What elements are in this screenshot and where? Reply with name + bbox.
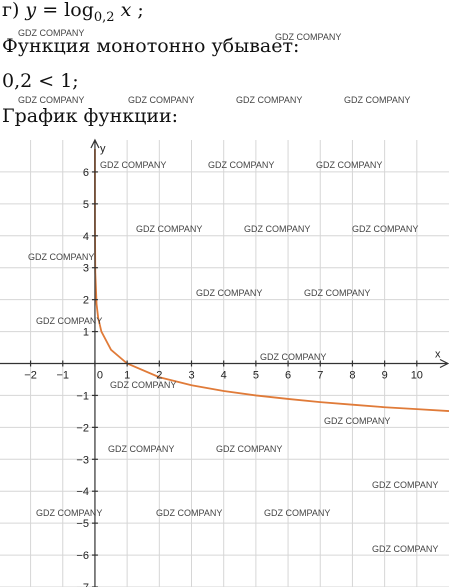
watermark: GDZ COMPANY [36,316,102,326]
y-axis-label: y [100,143,106,155]
watermark: GDZ COMPANY [216,444,282,454]
watermark: GDZ COMPANY [108,444,174,454]
x-tick-label: 0 [97,370,103,382]
x-axis-label: x [435,349,441,361]
y-tick-label: −6 [76,550,89,562]
x-tick-label: 3 [188,370,194,382]
semicolon: ; [137,0,143,21]
statement: Функция монотонно убывает: [2,35,299,57]
y-tick-label: −5 [76,518,89,530]
watermark: GDZ COMPANY [110,380,176,390]
watermark: GDZ COMPANY [344,95,410,105]
graph-caption: График функции: [2,105,178,127]
watermark: GDZ COMPANY [136,224,202,234]
watermark: GDZ COMPANY [264,508,330,518]
x-tick-label: 2 [156,370,162,382]
variable: y [24,0,36,21]
log-base: 0,2 [94,10,115,25]
x-tick-label: 5 [253,370,259,382]
watermark: GDZ COMPANY [28,252,94,262]
watermark: GDZ COMPANY [156,508,222,518]
x-tick-label: −1 [56,370,69,382]
watermark: GDZ COMPANY [18,28,84,38]
watermark: GDZ COMPANY [304,288,370,298]
y-tick-label: 6 [83,167,89,179]
y-tick-label: 5 [83,199,89,211]
condition: 0,2 < 1; [2,70,79,92]
y-axis [90,138,100,587]
y-tick-label: 4 [83,231,89,243]
watermark: GDZ COMPANY [208,160,274,170]
watermark: GDZ COMPANY [260,352,326,362]
x-tick-label: 7 [317,370,323,382]
y-tick-label: 1 [83,327,89,339]
x-axis [0,358,449,369]
x-tick-label: 10 [411,370,423,382]
watermark: GDZ COMPANY [352,224,418,234]
formula: г) y = log0,2 x ; [2,0,144,25]
watermark: GDZ COMPANY [275,32,341,42]
watermark: GDZ COMPANY [100,160,166,170]
item-label: г) [2,0,19,21]
watermark: GDZ COMPANY [128,95,194,105]
equals: = [42,0,58,21]
watermark: GDZ COMPANY [316,160,382,170]
x-tick-label: 4 [221,370,227,382]
x-tick-label: 8 [349,370,355,382]
y-tick-label: 3 [83,263,89,275]
y-tick-label: −1 [76,390,89,402]
watermark: GDZ COMPANY [244,224,310,234]
watermark: GDZ COMPANY [36,508,102,518]
curve [94,148,449,412]
log: log [64,0,94,21]
x-tick-label: 1 [124,370,130,382]
watermark: GDZ COMPANY [18,95,84,105]
watermark: GDZ COMPANY [236,95,302,105]
argument: x [121,0,132,21]
watermark: GDZ COMPANY [372,544,438,554]
y-tick-label: −4 [76,486,89,498]
x-tick-label: 9 [382,370,388,382]
y-tick-label: −7 [76,582,89,587]
x-tick-label: −2 [24,370,37,382]
y-tick-label: −3 [76,454,89,466]
watermark: GDZ COMPANY [324,416,390,426]
watermark: GDZ COMPANY [196,288,262,298]
y-tick-label: 2 [83,295,89,307]
watermark: GDZ COMPANY [372,480,438,490]
x-tick-label: 6 [285,370,291,382]
y-tick-label: −2 [76,422,89,434]
